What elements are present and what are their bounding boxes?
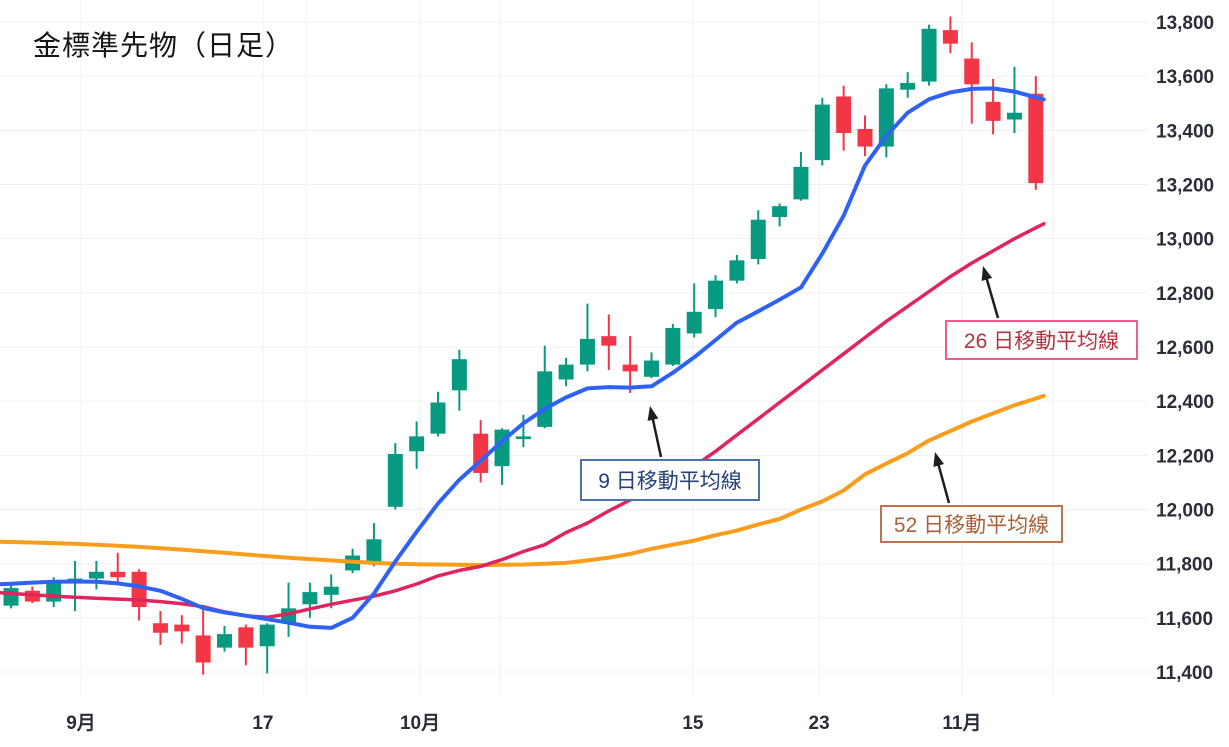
time-axis-label: 23 <box>809 713 830 734</box>
candle-body-up <box>323 586 339 595</box>
candle-body-down <box>857 128 873 147</box>
price-axis-label: 12,400 <box>1156 392 1214 413</box>
candle-body-up <box>665 328 681 365</box>
ma26-arrow-head <box>981 266 993 281</box>
ma26-annotation-label: 26 日移動平均線 <box>963 330 1120 353</box>
ma9-arrow <box>650 415 663 458</box>
candle-body-up <box>46 582 62 602</box>
candle-body-up <box>793 166 809 200</box>
candle-body-up <box>772 206 788 217</box>
price-axis-label: 12,000 <box>1156 501 1214 522</box>
ma9-line <box>0 86 1046 630</box>
ma26-arrow <box>984 275 1000 319</box>
price-axis-label: 11,600 <box>1156 609 1213 630</box>
candle-body-down <box>836 96 852 134</box>
ma52-arrow-head <box>933 452 945 467</box>
candle-body-up <box>387 453 403 507</box>
candle-body-down <box>942 30 958 44</box>
candle-body-up <box>1006 112 1022 120</box>
time-axis-label: 17 <box>252 713 273 734</box>
candle-body-up <box>409 436 425 452</box>
candle-body-down <box>622 364 638 372</box>
candle-body-up <box>729 260 745 281</box>
price-axis-label: 13,000 <box>1156 230 1214 251</box>
candle-body-up <box>921 28 937 82</box>
candle-body-down <box>964 58 980 85</box>
price-axis-label: 13,800 <box>1156 13 1214 34</box>
candle-body-up <box>900 82 916 90</box>
candle-body-up <box>366 539 382 564</box>
candle-body-up <box>686 311 702 334</box>
candle-body-down <box>195 635 211 663</box>
chart-title: 金標準先物（日足） <box>33 30 295 61</box>
candle-body-up <box>3 588 19 606</box>
candle-body-up <box>259 624 275 647</box>
price-axis-label: 11,800 <box>1156 555 1213 576</box>
candle-body-up <box>451 359 467 391</box>
candle-body-up <box>750 219 766 259</box>
time-axis-label: 9月 <box>66 713 96 734</box>
ma52-annotation-box: 52 日移動平均線 <box>880 505 1063 543</box>
candle-body-up <box>814 104 830 161</box>
price-axis-label: 13,400 <box>1156 121 1214 142</box>
candle-body-up <box>302 592 318 605</box>
price-axis-label: 12,600 <box>1156 338 1214 359</box>
time-axis-label: 15 <box>682 713 704 734</box>
price-axis-label: 12,200 <box>1156 446 1214 467</box>
ma52-annotation-label: 52 日移動平均線 <box>893 514 1050 537</box>
candle-body-down <box>110 571 126 578</box>
ma9-arrow-head <box>647 406 659 421</box>
candle-body-up <box>708 280 724 310</box>
ma52-line <box>0 393 1046 567</box>
ma9-annotation-box: 9 日移動平均線 <box>580 459 760 501</box>
candle-body-up <box>430 402 446 434</box>
candle-body-up <box>217 634 232 648</box>
ma9-annotation-label: 9 日移動平均線 <box>598 470 742 493</box>
time-axis-label: 10月 <box>400 713 440 734</box>
candle-body-up <box>558 364 574 380</box>
candle-body-down <box>1028 93 1044 184</box>
candle-body-up <box>579 338 595 365</box>
candle-body-up <box>537 371 553 427</box>
price-axis-label: 13,600 <box>1156 67 1214 88</box>
candle-body-down <box>152 623 168 633</box>
price-axis-label: 11,400 <box>1156 663 1213 684</box>
candle-body-up <box>644 360 659 377</box>
candle-body-down <box>601 336 617 346</box>
ma26-annotation-box: 26 日移動平均線 <box>945 320 1138 360</box>
time-scale[interactable] <box>0 697 1229 747</box>
price-axis-label: 12,800 <box>1156 284 1214 305</box>
candle-body-up <box>88 571 104 579</box>
candle-body-down <box>238 627 254 648</box>
ma52-arrow <box>936 461 951 504</box>
candle-body-down <box>985 101 1001 121</box>
candle-body-down <box>174 624 190 632</box>
ma26-line <box>0 222 1046 620</box>
price-axis-label: 13,200 <box>1156 176 1214 197</box>
time-axis-label: 11月 <box>942 713 981 734</box>
candle-body-up <box>515 436 531 440</box>
